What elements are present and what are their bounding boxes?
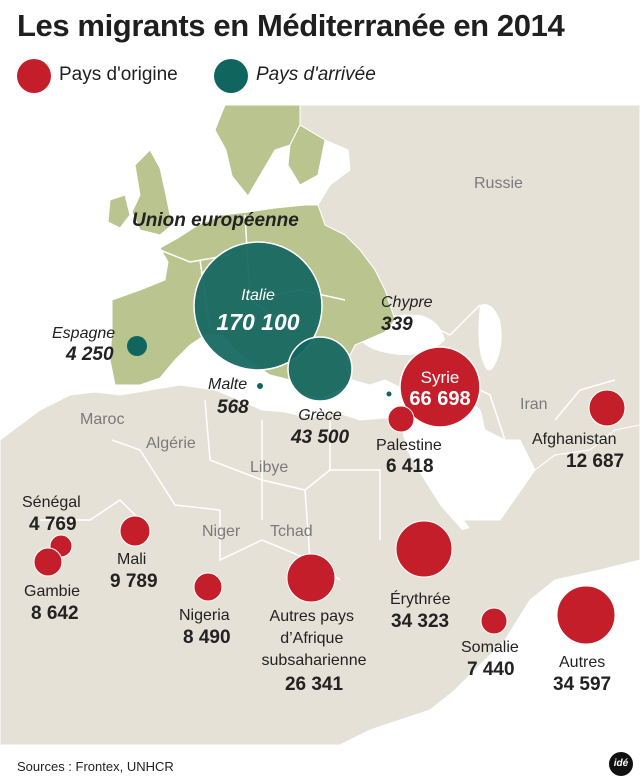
value-syrie: 66 698 xyxy=(409,388,470,410)
value-somalie: 7 440 xyxy=(467,659,515,680)
scandinavia-land xyxy=(214,105,301,197)
value-gambie: 8 642 xyxy=(31,603,79,624)
circle-nigeria xyxy=(193,572,223,602)
name-palestine: Palestine xyxy=(376,437,442,454)
value-palestine: 6 418 xyxy=(386,456,434,477)
circle-autres xyxy=(556,585,616,645)
name-afghanistan: Afghanistan xyxy=(532,431,617,448)
value-nigeria: 8 490 xyxy=(183,627,231,648)
brand-logo: idé xyxy=(609,752,633,776)
name-afrique: Autres pays d’Afrique subsaharienne xyxy=(262,608,367,669)
label-iran: Iran xyxy=(520,396,548,413)
value-erythree: 34 323 xyxy=(391,611,449,632)
name-nigeria: Nigeria xyxy=(179,607,230,624)
migration-map: Russie Maroc Algérie Libye Niger Tchad I… xyxy=(0,105,640,745)
label-niger: Niger xyxy=(202,523,241,540)
value-afrique: 26 341 xyxy=(285,674,344,695)
value-italie: 170 100 xyxy=(216,309,299,335)
name-somalie: Somalie xyxy=(461,639,519,656)
name-malte: Malte xyxy=(208,376,247,393)
name-mali: Mali xyxy=(117,551,146,568)
origin-legend-dot xyxy=(17,59,51,93)
label-russie: Russie xyxy=(474,175,523,192)
name-syrie: Syrie xyxy=(421,368,460,387)
circle-mali xyxy=(119,515,151,547)
name-grece: Grèce xyxy=(298,407,342,424)
value-malte: 568 xyxy=(217,397,249,418)
britain-land xyxy=(131,149,173,236)
value-grece: 43 500 xyxy=(290,427,350,448)
value-chypre: 339 xyxy=(381,314,413,335)
finland-land xyxy=(287,124,326,186)
value-mali: 9 789 xyxy=(110,571,158,592)
arrival-legend-label: Pays d'arrivée xyxy=(256,64,376,85)
label-maroc: Maroc xyxy=(80,411,124,428)
value-autres: 34 597 xyxy=(553,674,611,695)
caspian-sea xyxy=(478,304,502,371)
name-chypre: Chypre xyxy=(381,294,433,311)
value-espagne: 4 250 xyxy=(65,344,114,365)
name-erythree: Érythrée xyxy=(390,589,451,608)
circle-somalie xyxy=(480,607,508,635)
name-senegal: Sénégal xyxy=(22,494,81,511)
name-italie: Italie xyxy=(241,287,275,304)
origin-legend-label: Pays d'origine xyxy=(59,64,178,85)
circle-italie xyxy=(193,241,323,371)
label-libye: Libye xyxy=(250,459,288,476)
value-senegal: 4 769 xyxy=(29,514,77,535)
circle-erythree xyxy=(395,520,453,578)
red-sea xyxy=(404,445,470,530)
name-gambie: Gambie xyxy=(24,583,80,600)
value-afghanistan: 12 687 xyxy=(566,451,624,472)
label-union: Union européenne xyxy=(132,210,299,231)
label-algerie: Algérie xyxy=(146,435,196,452)
circle-chypre xyxy=(386,391,392,397)
name-autres: Autres xyxy=(559,654,605,671)
label-tchad: Tchad xyxy=(270,523,313,540)
circle-syrie xyxy=(399,346,481,428)
arrival-legend-dot xyxy=(214,59,248,93)
circle-espagne xyxy=(127,336,147,356)
name-espagne: Espagne xyxy=(52,325,115,342)
circle-afghanistan xyxy=(588,389,626,427)
circle-afrique xyxy=(286,553,336,603)
persian-gulf xyxy=(500,450,535,478)
ireland-land xyxy=(107,194,131,229)
circle-gambie xyxy=(33,547,63,577)
circle-palestine xyxy=(387,405,415,433)
map-title: Les migrants en Méditerranée en 2014 xyxy=(17,8,565,43)
circle-malte xyxy=(257,383,263,389)
circle-grece xyxy=(287,336,353,402)
sources-note: Sources : Frontex, UNHCR xyxy=(17,759,174,774)
